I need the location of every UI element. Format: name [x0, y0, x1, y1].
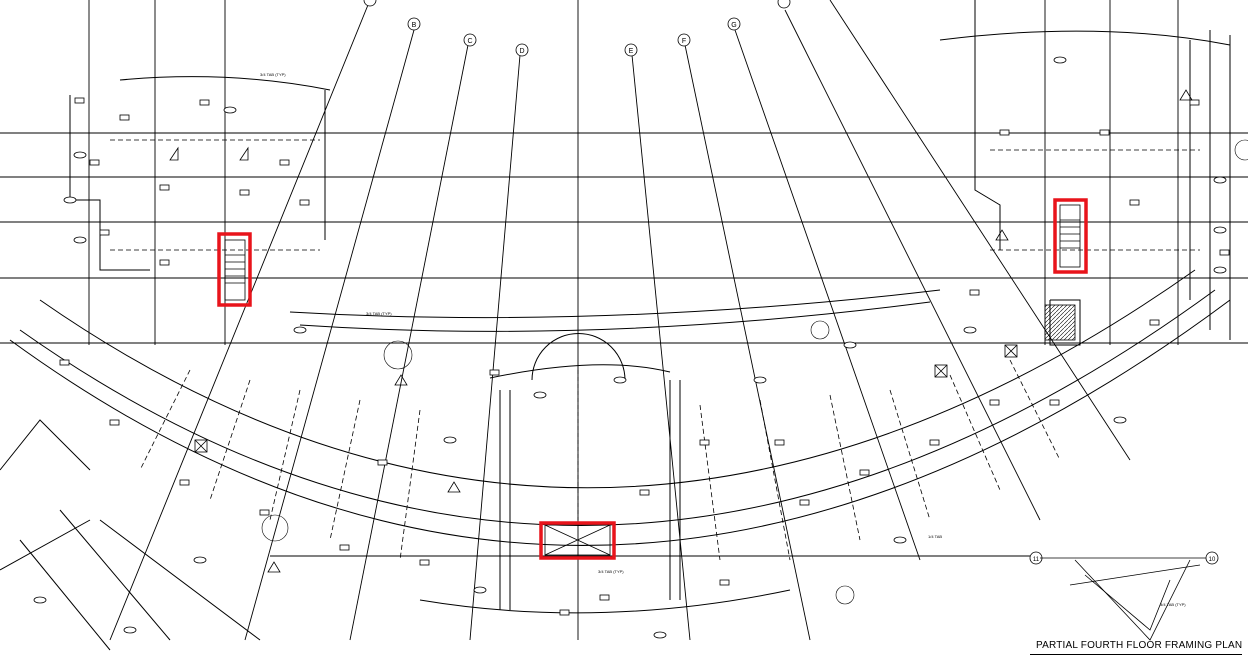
grid-bubbles: B C D E F G 10 11	[363, 0, 1219, 565]
grid-bubble-top-cut	[363, 0, 791, 9]
triangle-symbols	[169, 89, 1193, 573]
grid-bubble-label-b: B	[412, 22, 417, 29]
grid-bubble-c: C	[463, 33, 477, 47]
grid-bubble-label-e: E	[629, 48, 634, 55]
grid-bubble-label-g: G	[731, 22, 736, 29]
drawing-title: PARTIAL FOURTH FLOOR FRAMING PLAN	[1036, 640, 1243, 651]
grid-bubble-10: 10	[1205, 551, 1219, 565]
radius-dims	[261, 139, 1248, 605]
grid-bubble-label-10: 10	[1209, 557, 1216, 563]
grid-bubble-b: B	[407, 17, 421, 31]
plan-note: 3/4 TAB (TYP)	[260, 72, 286, 77]
right-wing-outline	[974, 0, 1231, 346]
grid-bubble-label-11: 11	[1033, 557, 1040, 563]
highlight-boxes	[217, 198, 1088, 560]
column-markers	[33, 56, 1227, 639]
grid-bubble-f: F	[677, 33, 691, 47]
highlight-box-right-stair	[1053, 198, 1088, 274]
plan-note: 3/4 TAB (TYP)	[1160, 602, 1186, 607]
grid-bubble-e: E	[624, 43, 638, 57]
x-bracing-boxes	[194, 304, 1076, 556]
plan-note: 3/4 TAB (TYP)	[598, 569, 624, 574]
grid-bubble-label-c: C	[467, 38, 472, 45]
left-wing-outline	[0, 90, 326, 651]
grid-bubble-g: G	[727, 17, 741, 31]
key-plan	[1040, 557, 1206, 641]
plan-note: 3/4 TAB (TYP)	[366, 311, 392, 316]
plan-note: 1/4 TAB	[928, 534, 942, 539]
grid-bubble-label-d: D	[519, 48, 524, 55]
grid-lines-radial	[109, 0, 1131, 641]
member-tags	[59, 97, 1230, 616]
title-underline	[1030, 654, 1242, 655]
grid-lines-horizontal	[0, 132, 1248, 557]
grid-bubble-label-f: F	[682, 38, 686, 45]
stair-right	[1059, 204, 1081, 268]
highlight-box-left-stair	[217, 232, 252, 307]
stair-left	[224, 239, 246, 301]
center-bay	[499, 333, 681, 610]
grid-bubble-d: D	[515, 43, 529, 57]
plan-notes: 3/4 TAB (TYP) 3/4 TAB (TYP) 3/4 TAB (TYP…	[260, 72, 1186, 607]
highlight-box-center-opening	[539, 521, 616, 560]
framing-beams-dashed	[110, 139, 1200, 561]
